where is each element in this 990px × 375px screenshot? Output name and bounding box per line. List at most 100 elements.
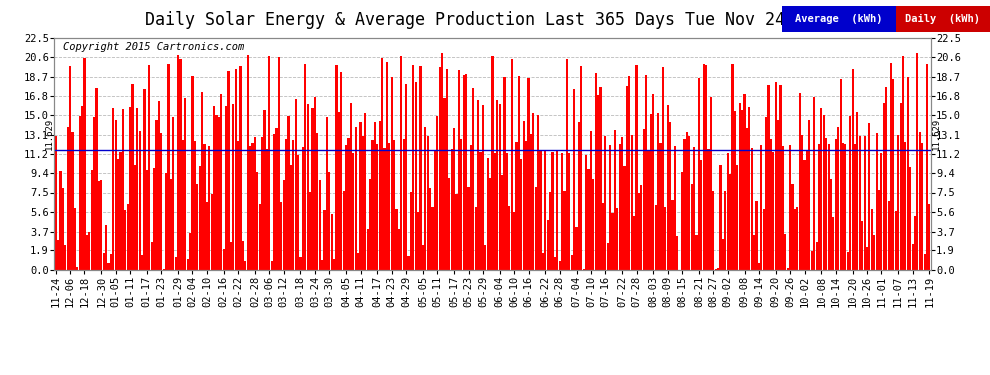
Bar <box>81 106 83 270</box>
Bar <box>69 66 71 270</box>
Bar <box>148 65 150 270</box>
Bar <box>787 268 789 270</box>
Bar <box>575 226 577 270</box>
Bar <box>643 129 644 270</box>
Bar <box>654 206 656 270</box>
Bar <box>626 86 628 270</box>
Text: 11.629: 11.629 <box>45 118 53 150</box>
Bar <box>912 243 914 270</box>
Bar <box>833 217 835 270</box>
Bar <box>467 187 469 270</box>
Bar <box>838 127 840 270</box>
Bar <box>88 232 90 270</box>
Bar <box>112 108 114 270</box>
Bar <box>840 79 842 270</box>
Bar <box>247 56 248 270</box>
Bar <box>508 206 511 270</box>
Bar <box>537 115 540 270</box>
Bar <box>578 122 580 270</box>
Bar <box>525 141 528 270</box>
Bar <box>725 190 727 270</box>
Bar <box>196 184 198 270</box>
Bar <box>866 248 868 270</box>
Bar <box>439 68 441 270</box>
Bar <box>698 78 700 270</box>
Bar <box>297 155 299 270</box>
Bar <box>828 144 830 270</box>
Bar <box>597 95 599 270</box>
Bar <box>425 128 427 270</box>
Bar <box>806 151 808 270</box>
Bar <box>501 175 503 270</box>
Bar <box>312 108 314 270</box>
Bar <box>887 201 890 270</box>
Bar <box>203 144 206 270</box>
Bar <box>808 120 811 270</box>
Bar <box>885 87 887 270</box>
Bar <box>722 240 724 270</box>
Bar <box>57 240 59 270</box>
Bar <box>242 240 244 270</box>
Bar <box>691 184 693 270</box>
Bar <box>415 82 417 270</box>
Bar <box>422 245 424 270</box>
Bar <box>59 171 61 270</box>
Bar <box>696 235 698 270</box>
Bar <box>336 65 338 270</box>
Bar <box>929 204 931 270</box>
Bar <box>290 165 292 270</box>
Bar <box>381 58 383 270</box>
Bar <box>890 63 892 270</box>
Bar <box>755 201 757 270</box>
Bar <box>54 136 56 270</box>
Bar <box>470 146 472 270</box>
Bar <box>645 75 647 270</box>
Bar <box>366 229 369 270</box>
Bar <box>146 170 148 270</box>
Bar <box>61 188 64 270</box>
Bar <box>132 84 134 270</box>
Bar <box>715 268 717 270</box>
Bar <box>199 166 201 270</box>
Bar <box>120 152 122 270</box>
Bar <box>799 93 801 270</box>
Bar <box>408 256 410 270</box>
Bar <box>465 75 467 270</box>
Bar <box>412 65 415 270</box>
Bar <box>479 152 481 270</box>
Bar <box>700 159 703 270</box>
Bar <box>228 71 230 270</box>
Bar <box>261 137 263 270</box>
Bar <box>393 140 395 270</box>
Bar <box>105 225 107 270</box>
Bar <box>285 139 287 270</box>
Bar <box>482 105 484 270</box>
Bar <box>662 67 664 270</box>
Bar <box>90 170 93 270</box>
Bar <box>587 169 590 270</box>
Bar <box>410 192 412 270</box>
Bar <box>926 64 928 270</box>
Bar <box>127 204 129 270</box>
Bar <box>745 128 748 270</box>
Bar <box>216 116 218 270</box>
Bar <box>218 117 220 270</box>
Bar <box>871 209 873 270</box>
Bar <box>448 178 450 270</box>
Bar <box>484 245 486 270</box>
Bar <box>821 108 823 270</box>
Bar <box>251 144 253 270</box>
Bar <box>570 255 573 270</box>
Bar <box>760 146 762 270</box>
Bar <box>813 96 815 270</box>
Bar <box>835 139 837 270</box>
Bar <box>659 143 661 270</box>
Bar <box>398 229 400 270</box>
Bar <box>583 269 585 270</box>
Bar <box>117 159 119 270</box>
Bar <box>750 148 752 270</box>
Bar <box>191 76 194 270</box>
Bar <box>551 152 553 270</box>
Text: Average  (kWh): Average (kWh) <box>795 14 883 24</box>
Text: Daily  (kWh): Daily (kWh) <box>906 14 980 24</box>
